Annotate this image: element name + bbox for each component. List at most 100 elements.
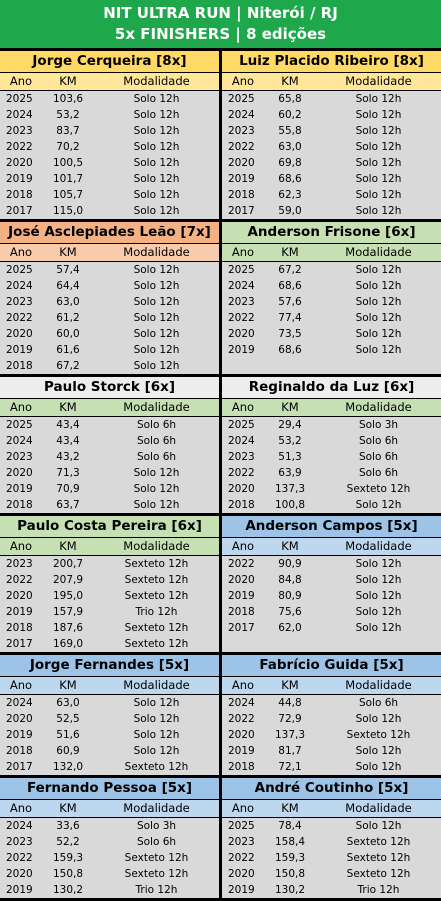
- cell: 2022: [228, 713, 255, 725]
- result-row: 2022 61,2 Solo 12h: [0, 310, 219, 326]
- cell: 2024: [228, 697, 255, 709]
- result-row: 2022 159,3 Sexteto 12h: [222, 850, 441, 866]
- cell: 2020: [228, 157, 255, 169]
- cell: Solo 12h: [355, 157, 402, 169]
- cell: Solo 12h: [133, 499, 180, 511]
- cell: Solo 12h: [133, 141, 180, 153]
- cell: 2025: [6, 264, 33, 276]
- result-row: 2020 84,8 Solo 12h: [222, 572, 441, 588]
- cell: 100,5: [52, 157, 84, 169]
- cell: 2017: [6, 761, 33, 773]
- cell: Solo 6h: [136, 419, 177, 431]
- result-row: 2024 63,0 Solo 12h: [0, 695, 219, 711]
- block-title: André Coutinho [5x]: [222, 778, 441, 800]
- cell: 2020: [228, 328, 255, 340]
- cell: 63,0: [56, 296, 80, 308]
- result-row: 2019 70,9 Solo 12h: [0, 481, 219, 497]
- cell: 159,3: [52, 852, 84, 864]
- cell: 2024: [6, 435, 33, 447]
- result-row: 2025 65,8 Solo 12h: [222, 91, 441, 107]
- cell: 187,6: [52, 622, 84, 634]
- cell: 2018: [6, 499, 33, 511]
- cell: 72,1: [278, 761, 302, 773]
- cell: 2020: [6, 868, 33, 880]
- cell: 159,3: [274, 852, 306, 864]
- cell: Solo 12h: [355, 125, 402, 137]
- column-label: KM: [59, 245, 77, 259]
- column-label: KM: [59, 678, 77, 692]
- result-row: 2023 57,6 Solo 12h: [222, 294, 441, 310]
- cell: 103,6: [52, 93, 84, 105]
- column-header: Ano KM Modalidade: [0, 800, 219, 818]
- cell: 2025: [228, 93, 255, 105]
- column-header: Ano KM Modalidade: [0, 677, 219, 695]
- cell: Solo 12h: [133, 360, 180, 372]
- cell: 52,5: [56, 713, 80, 725]
- cell: 33,6: [56, 820, 80, 832]
- cell: 2019: [6, 606, 33, 618]
- cell: 2023: [6, 451, 33, 463]
- finisher-block: Anderson Campos [5x] Ano KM Modalidade 2022 9…: [222, 516, 441, 652]
- column-label: Modalidade: [345, 245, 412, 259]
- column-label: Modalidade: [123, 74, 190, 88]
- cell: Trio 12h: [135, 884, 178, 896]
- cell: Solo 12h: [133, 713, 180, 725]
- cell: 44,8: [278, 697, 302, 709]
- cell: 67,2: [56, 360, 80, 372]
- cell: 150,8: [274, 868, 306, 880]
- cell: 2017: [228, 205, 255, 217]
- cell: 72,9: [278, 713, 302, 725]
- column-label: KM: [281, 801, 299, 815]
- cell: 132,0: [52, 761, 84, 773]
- cell: 2018: [6, 189, 33, 201]
- cell: Solo 12h: [355, 574, 402, 586]
- cell: 2018: [228, 761, 255, 773]
- block-title: Fernando Pessoa [5x]: [0, 778, 219, 800]
- cell: 43,2: [56, 451, 80, 463]
- result-row: 2019 101,7 Solo 12h: [0, 171, 219, 187]
- result-row: 2023 51,3 Solo 6h: [222, 449, 441, 465]
- cell: 2018: [6, 622, 33, 634]
- cell: 73,5: [278, 328, 302, 340]
- column-label: Modalidade: [345, 801, 412, 815]
- result-row: 2019 130,2 Trio 12h: [222, 882, 441, 898]
- cell: 83,7: [56, 125, 80, 137]
- column-label: KM: [59, 400, 77, 414]
- cell: Solo 6h: [358, 467, 399, 479]
- cell: 2023: [6, 296, 33, 308]
- column-label: Ano: [231, 678, 255, 692]
- cell: 2025: [6, 93, 33, 105]
- cell: Sexteto 12h: [124, 590, 189, 602]
- block-title: Jorge Fernandes [5x]: [0, 655, 219, 677]
- result-row: 2017 169,0 Sexteto 12h: [0, 636, 219, 652]
- cell: 105,7: [52, 189, 84, 201]
- cell: Sexteto 12h: [346, 836, 411, 848]
- cell: Solo 12h: [133, 729, 180, 741]
- cell: 2022: [228, 852, 255, 864]
- block-title: Anderson Frisone [6x]: [222, 222, 441, 244]
- cell: 2023: [228, 296, 255, 308]
- cell: 2019: [228, 590, 255, 602]
- cell: Sexteto 12h: [346, 729, 411, 741]
- cell: 69,8: [278, 157, 302, 169]
- cell: Solo 3h: [136, 820, 177, 832]
- result-row: 2017 115,0 Solo 12h: [0, 203, 219, 219]
- cell: 2019: [6, 344, 33, 356]
- column-label: Modalidade: [123, 539, 190, 553]
- cell: 2023: [6, 558, 33, 570]
- result-row: 2025 103,6 Solo 12h: [0, 91, 219, 107]
- cell: 2022: [228, 467, 255, 479]
- cell: Solo 12h: [133, 264, 180, 276]
- cell: 51,6: [56, 729, 80, 741]
- column-label: Ano: [231, 74, 255, 88]
- column-label: KM: [281, 74, 299, 88]
- block-title: Paulo Storck [6x]: [0, 377, 219, 399]
- cell: 53,2: [278, 435, 302, 447]
- cell: 137,3: [274, 483, 306, 495]
- cell: Sexteto 12h: [346, 868, 411, 880]
- result-row: 2019 157,9 Trio 12h: [0, 604, 219, 620]
- cell: Solo 12h: [355, 312, 402, 324]
- cell: 70,2: [56, 141, 80, 153]
- result-row: 2025 78,4 Solo 12h: [222, 818, 441, 834]
- cell: Solo 12h: [355, 820, 402, 832]
